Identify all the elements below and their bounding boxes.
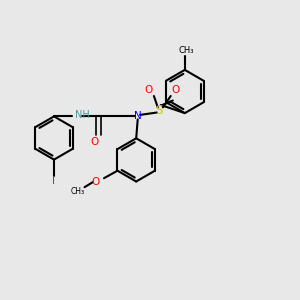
- Text: O: O: [90, 136, 99, 147]
- Text: O: O: [171, 85, 179, 95]
- Text: O: O: [144, 85, 153, 95]
- Text: CH₃: CH₃: [178, 46, 194, 55]
- Text: S: S: [156, 104, 163, 118]
- Text: NH: NH: [75, 110, 90, 120]
- Text: CH₃: CH₃: [71, 187, 85, 196]
- Text: O: O: [92, 177, 100, 187]
- Text: I: I: [52, 176, 56, 186]
- Text: N: N: [134, 111, 142, 122]
